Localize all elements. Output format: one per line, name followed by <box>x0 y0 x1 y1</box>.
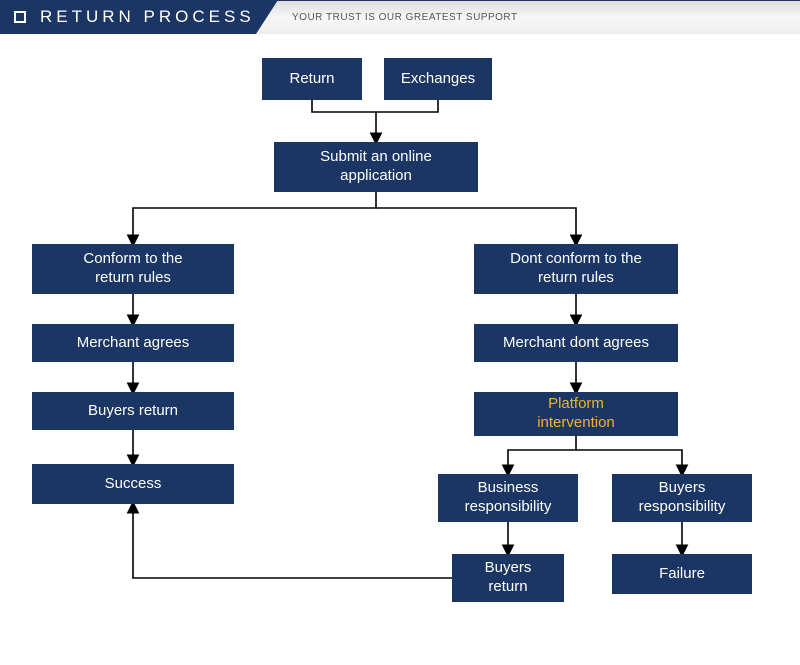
flow-node-bizresp: Businessresponsibility <box>438 474 578 522</box>
flow-node-return: Return <box>262 58 362 100</box>
header-wedge-icon <box>256 0 278 34</box>
header-subtitle: YOUR TRUST IS OUR GREATEST SUPPORT <box>292 12 518 23</box>
flowchart-canvas: Return Exchanges Submit an onlineapplicati… <box>0 34 800 665</box>
flow-node-exchanges: Exchanges <box>384 58 492 100</box>
flow-node-dontconf: Dont conform to thereturn rules <box>474 244 678 294</box>
flow-node-magree: Merchant agrees <box>32 324 234 362</box>
flow-node-buyresp: Buyersresponsibility <box>612 474 752 522</box>
flow-edge <box>133 192 376 244</box>
flow-node-submit: Submit an onlineapplication <box>274 142 478 192</box>
flow-node-mdont: Merchant dont agrees <box>474 324 678 362</box>
header-title: RETURN PROCESS <box>40 7 255 27</box>
flow-node-platform: Platformintervention <box>474 392 678 436</box>
square-icon <box>14 11 26 23</box>
flow-edge <box>133 504 452 578</box>
flow-node-bret2: Buyersreturn <box>452 554 564 602</box>
header-bar: YOUR TRUST IS OUR GREATEST SUPPORT RETUR… <box>0 0 800 34</box>
flow-node-failure: Failure <box>612 554 752 594</box>
flow-edge <box>576 450 682 474</box>
flow-node-conform: Conform to thereturn rules <box>32 244 234 294</box>
header-blue-strip: RETURN PROCESS <box>0 0 256 34</box>
flow-edge <box>312 100 438 112</box>
flow-edge <box>508 436 576 474</box>
flow-edge <box>376 208 576 244</box>
flow-node-bret1: Buyers return <box>32 392 234 430</box>
header-gray-strip: YOUR TRUST IS OUR GREATEST SUPPORT <box>256 0 800 34</box>
flow-node-success: Success <box>32 464 234 504</box>
